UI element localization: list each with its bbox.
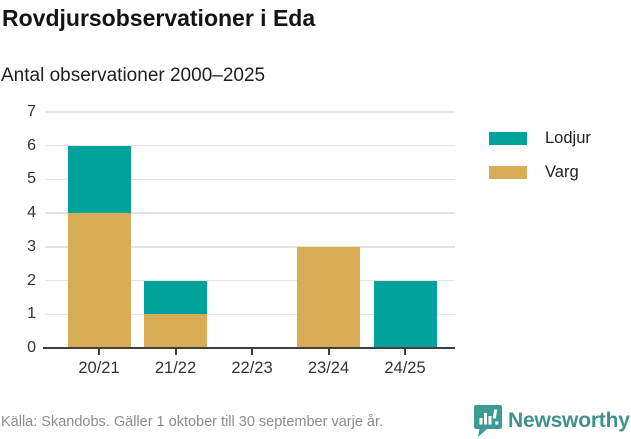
chart-title: Rovdjursobservationer i Eda <box>2 5 316 31</box>
x-tick-20-21 <box>98 349 100 355</box>
legend-item-lodjur: Lodjur <box>489 129 591 148</box>
legend-swatch-varg <box>489 166 527 179</box>
y-tick-label-2: 2 <box>27 271 36 289</box>
gridline-6 <box>45 144 455 147</box>
y-tick-label-4: 4 <box>27 204 36 222</box>
newsworthy-brand-link[interactable]: Newsworthy <box>473 404 630 437</box>
bar-20-21-varg <box>67 213 131 348</box>
y-tick-label-6: 6 <box>27 136 36 154</box>
source-note: Källa: Skandobs. Gäller 1 oktober till 3… <box>1 414 384 430</box>
gridline-4 <box>45 212 455 214</box>
x-tick-label-24-25: 24/25 <box>384 359 426 377</box>
y-tick-label-3: 3 <box>27 237 36 255</box>
plot-area: 20/21 21/22 22/23 23/24 24/25 <box>43 111 455 377</box>
legend-label-varg: Varg <box>545 163 579 181</box>
legend-swatch-lodjur <box>489 132 527 145</box>
gridline-7 <box>45 111 455 113</box>
newsworthy-brand-name: Newsworthy <box>508 408 630 432</box>
x-tick-24-25 <box>404 349 406 355</box>
gridline-1 <box>45 313 455 316</box>
x-tick-23-24 <box>327 349 330 355</box>
y-tick-label-0: 0 <box>27 339 36 356</box>
x-tick-label-20-21: 20/21 <box>78 359 120 377</box>
chart-subtitle: Antal observationer 2000–2025 <box>1 65 266 86</box>
gridline-2 <box>45 279 455 282</box>
legend-label-lodjur: Lodjur <box>545 129 591 147</box>
x-tick-label-21-22: 21/22 <box>154 359 197 377</box>
x-tick-21-22 <box>174 349 177 355</box>
bar-23-24-varg <box>297 246 360 348</box>
y-tick-label-5: 5 <box>27 170 36 188</box>
x-tick-label-22-23: 22/23 <box>231 359 273 377</box>
newsworthy-logo-icon <box>474 405 502 437</box>
bar-24-25-lodjur <box>373 280 437 348</box>
bar-21-22-varg <box>144 314 207 348</box>
legend-item-varg: Varg <box>489 163 591 182</box>
x-axis-line <box>43 346 455 349</box>
bar-21-22-lodjur <box>144 280 207 315</box>
x-tick-22-23 <box>251 349 253 355</box>
x-tick-label-23-24: 23/24 <box>307 359 350 377</box>
gridline-3 <box>45 246 455 248</box>
gridline-5 <box>45 178 455 181</box>
legend: Lodjur Varg <box>489 129 591 197</box>
bar-20-21-lodjur <box>67 145 131 214</box>
y-tick-label-1: 1 <box>27 305 36 323</box>
y-tick-label-7: 7 <box>27 103 36 120</box>
